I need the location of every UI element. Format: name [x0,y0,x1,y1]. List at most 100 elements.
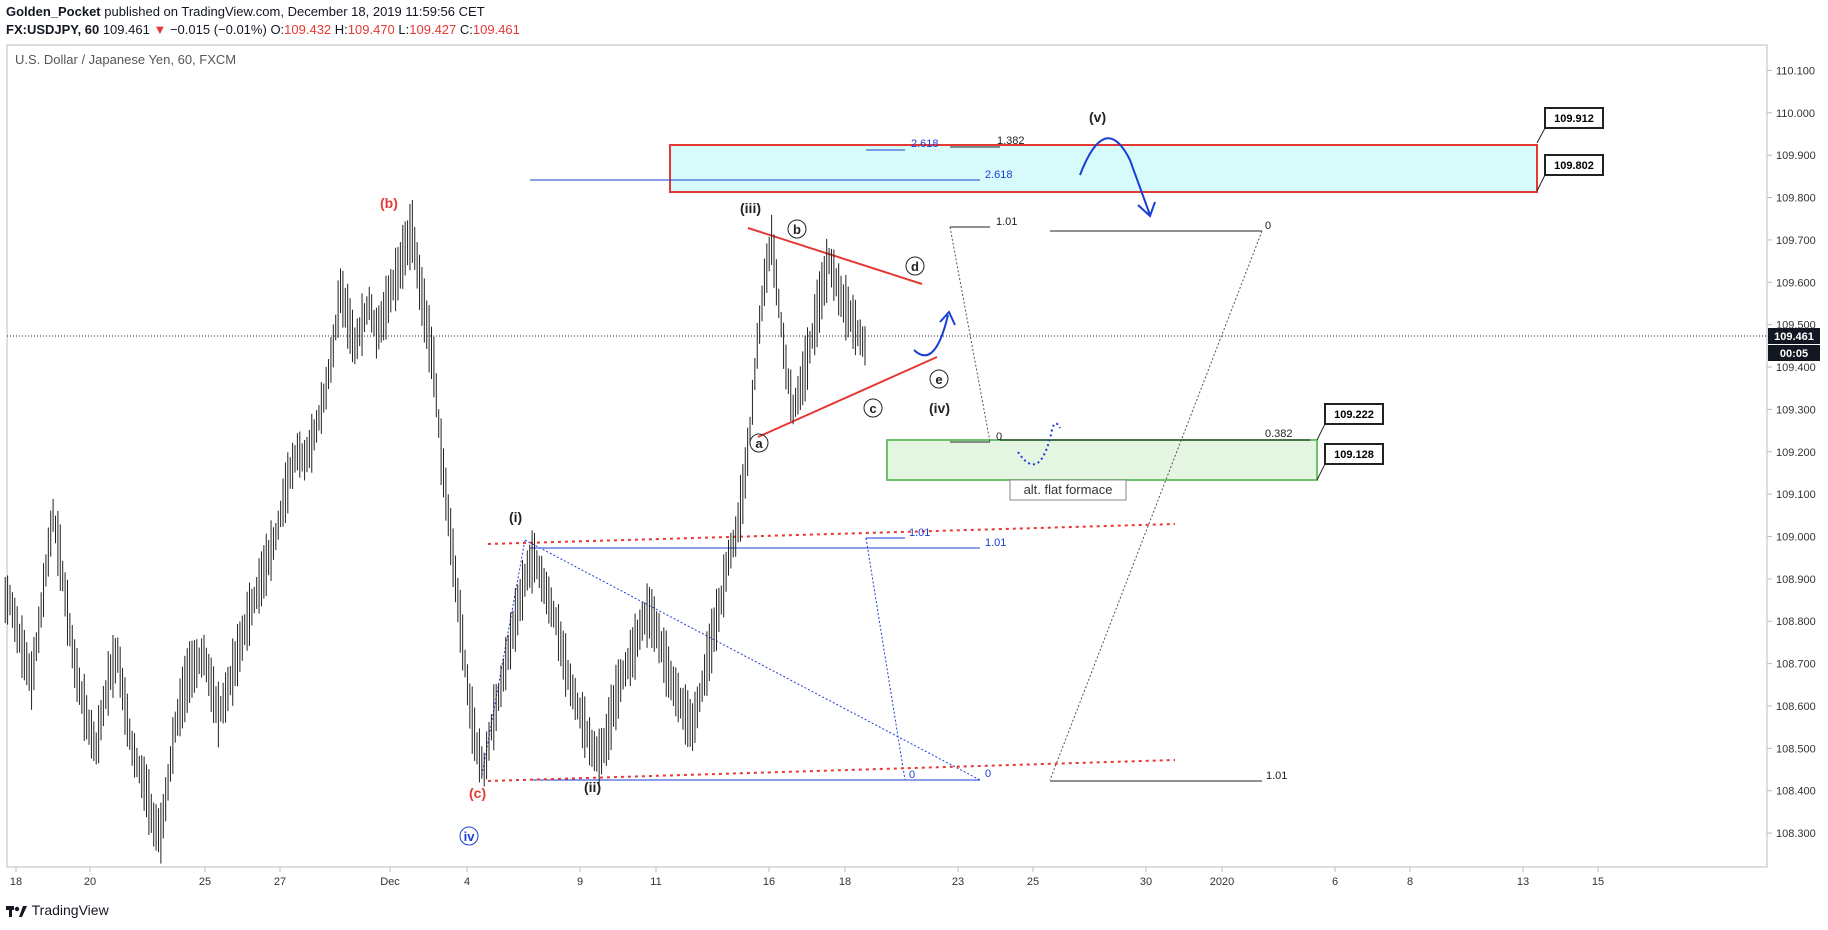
price-tick-label: 108.800 [1776,616,1816,628]
price-tick-label: 108.700 [1776,659,1816,671]
fib-label-0382: 0.382 [1265,428,1293,440]
low-label: L: [398,22,410,37]
price-tick-label: 108.600 [1776,701,1816,713]
circle-e [929,369,949,389]
close-value: 109.461 [472,22,520,37]
time-tick-label: 15 [1592,876,1604,888]
price-tick-label: 109.700 [1776,235,1816,247]
fib-connector-2 [1049,230,1263,781]
price-tick-label: 108.500 [1776,743,1816,755]
price-tick-label: 109.000 [1776,532,1816,544]
ohlc-line: FX:USDJPY, 60 109.461 ▼ −0.015 (−0.01%) … [6,22,520,37]
tradingview-logo-icon [6,906,27,918]
wave-label-iii: (iii) [740,200,761,216]
time-tick-label: 18 [839,876,851,888]
price-tag-109802-text: 109.802 [1554,160,1594,172]
price-tag-109912[interactable] [1544,107,1604,129]
pair-title: U.S. Dollar / Japanese Yen, 60, FXCM [15,52,236,67]
circle-c [863,398,883,418]
circle-iv-blue [459,826,479,846]
time-tick-label: 18 [10,876,22,888]
published-text: published on TradingView.com, December 1… [104,4,485,19]
time-tick-label: 2020 [1210,876,1234,888]
fib-label-101-c: 1.01 [985,537,1006,549]
fib-connector-4 [524,539,981,781]
fib-label-1382: 1.382 [997,135,1025,147]
fib-connector-5 [481,539,526,776]
time-axis[interactable]: 18 20 25 27 Dec 4 9 11 16 18 23 25 30 2020 6 8 13 15 [10,867,1604,888]
annotation-box[interactable] [1009,479,1127,501]
open-label: O: [270,22,285,37]
change-value: −0.015 (−0.01%) [169,22,267,37]
price-tag-109222-text: 109.222 [1334,409,1374,421]
price-tag-1-pointer [1536,127,1546,144]
time-tick-label: 9 [577,876,583,888]
high-label: H: [334,22,348,37]
time-tick-label: 25 [1027,876,1039,888]
price-tag-109802[interactable] [1544,154,1604,176]
price-tag-109128[interactable] [1324,443,1384,465]
wave-label-d: d [911,259,919,274]
wave-label-b: b [793,222,801,237]
author-name[interactable]: Golden_Pocket [6,4,101,19]
wave-label-c: c [869,401,876,416]
time-tick-label: 13 [1517,876,1529,888]
last-price: 109.461 [102,22,150,37]
last-price-badge [1768,328,1820,344]
triangle-upper-line[interactable] [747,227,923,285]
publish-line: Golden_Pocket published on TradingView.c… [6,4,485,19]
projection-arrow-e [913,314,949,357]
fib-label-0-a: 0 [1265,220,1271,232]
circle-d [905,256,925,276]
countdown-text: 00:05 [1780,348,1808,360]
wave-label-a: a [755,436,763,451]
wave-label-ii: (ii) [584,779,601,795]
fib-label-101-d: 1.01 [1266,770,1287,782]
fib-label-101-a: 1.01 [996,216,1017,228]
wave-label-b-red: (b) [380,195,398,211]
wave-label-iv-circled: iv [464,829,476,844]
price-tick-label: 109.100 [1776,489,1816,501]
high-value: 109.470 [347,22,395,37]
time-tick-label: 27 [274,876,286,888]
channel-top-dotted[interactable] [487,523,1176,545]
price-axis[interactable]: 110.100 110.000 109.900 109.800 109.700 109.6… [1767,65,1816,840]
fib-connector-3 [865,537,906,781]
price-tick-label: 110.100 [1776,65,1815,77]
fib-label-2618-b: 2.618 [985,169,1013,181]
fib-lines [481,146,1310,782]
price-tag-109128-text: 109.128 [1334,449,1374,461]
target-zone-cyan[interactable] [669,144,1538,193]
time-tick-label: 4 [464,876,470,888]
wave-label-e: e [935,372,942,387]
price-tick-label: 109.200 [1776,447,1816,459]
projection-arrow-v [1079,137,1151,216]
wave-label-c-red: (c) [469,785,486,801]
change-arrow-icon: ▼ [153,22,167,37]
support-zone-green[interactable] [886,439,1318,481]
projection-arrowhead-v [1137,201,1156,218]
footer-brand[interactable]: TradingView [6,902,109,924]
countdown-badge [1768,345,1820,361]
price-tag-3-pointer [1316,423,1326,441]
price-tag-109222[interactable] [1324,403,1384,425]
brand-name: TradingView [31,902,109,918]
time-tick-label: 16 [763,876,775,888]
last-price-badge-text: 109.461 [1774,331,1814,343]
time-tick-label: 23 [952,876,964,888]
time-tick-label: 11 [650,876,661,888]
time-tick-label: 30 [1140,876,1152,888]
candles[interactable] [4,199,866,864]
open-value: 109.432 [284,22,332,37]
price-tick-label: 108.300 [1776,828,1816,840]
fib-connector-1 [949,226,991,443]
triangle-lower-line[interactable] [757,356,938,438]
price-tag-2-pointer [1536,174,1546,192]
channel-bottom-dotted[interactable] [487,759,1176,782]
price-tick-label: 108.900 [1776,574,1816,586]
wave-label-iv: (iv) [929,400,950,416]
fib-label-2618-a: 2.618 [911,138,939,150]
projection-arrowhead-e [939,310,956,326]
price-tick-label: 109.600 [1776,277,1816,289]
